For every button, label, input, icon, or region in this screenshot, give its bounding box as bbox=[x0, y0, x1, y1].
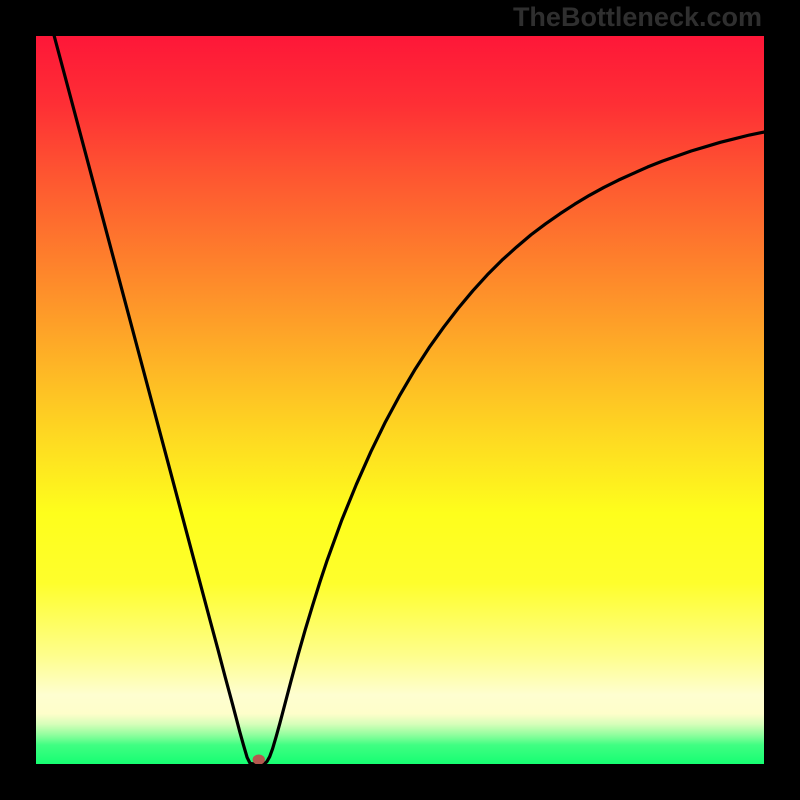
chart-svg bbox=[36, 36, 764, 764]
watermark-text: TheBottleneck.com bbox=[513, 2, 762, 33]
chart-background bbox=[36, 36, 764, 764]
chart-plot-area bbox=[36, 36, 764, 764]
outer-frame: TheBottleneck.com bbox=[0, 0, 800, 800]
